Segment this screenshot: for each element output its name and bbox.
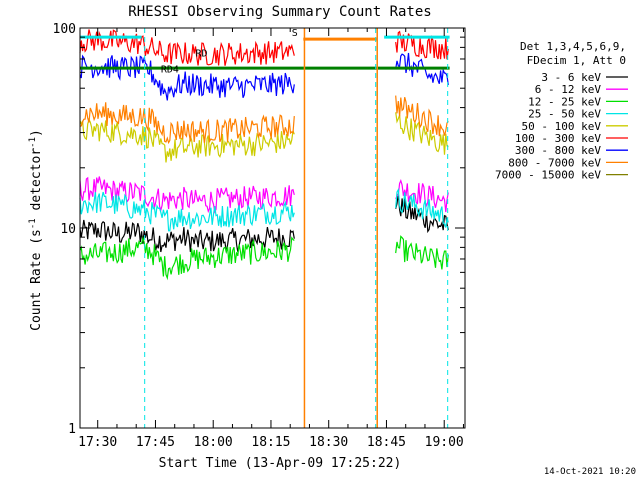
x-tick-label: 18:45 xyxy=(367,435,406,450)
series-line xyxy=(395,187,449,228)
footer-date: 14-Oct-2021 10:20 xyxy=(544,467,636,477)
series-line xyxy=(79,235,295,281)
x-tick-label: 17:45 xyxy=(136,435,175,450)
annotation-label: RD4 xyxy=(161,64,179,75)
series-line xyxy=(79,29,295,66)
x-tick-label: 18:15 xyxy=(251,435,290,450)
chart-title: RHESSI Observing Summary Count Rates xyxy=(128,4,431,20)
plot-frame xyxy=(79,27,466,429)
y-axis-label: Count Rate (s-1 detector-1) xyxy=(28,129,44,331)
x-tick-label: 18:30 xyxy=(309,435,348,450)
series-line xyxy=(79,219,295,253)
legend-entry-label: 12 - 25 keV xyxy=(528,95,601,108)
x-axis-label: Start Time (13-Apr-09 17:25:22) xyxy=(159,456,402,471)
legend-title: FDecim 1, Att 0 xyxy=(527,54,626,67)
series-line xyxy=(395,95,449,137)
legend-entry-label: 800 - 7000 keV xyxy=(508,156,601,169)
series-line xyxy=(395,178,449,213)
series-line xyxy=(395,112,449,155)
legend-entry-label: 25 - 50 keV xyxy=(528,108,601,121)
y-tick-label: 100 xyxy=(53,22,76,37)
legend-entry-label: 3 - 6 keV xyxy=(541,71,601,84)
legend: Det 1,3,4,5,6,9,FDecim 1, Att 0 3 - 6 keV… xyxy=(495,40,628,182)
y-tick-label: 1 xyxy=(68,422,76,437)
x-axis: 17:30 17:45 18:00 18:15 18:30 18:45 19:00 xyxy=(78,28,464,450)
legend-entry-label: 100 - 300 keV xyxy=(515,132,601,145)
series-line xyxy=(395,235,449,270)
series-line xyxy=(79,54,295,101)
series-line xyxy=(79,191,295,232)
series-line xyxy=(79,102,295,145)
legend-entry-label: 300 - 800 keV xyxy=(515,144,601,157)
series-line xyxy=(395,52,449,86)
series-line xyxy=(395,30,449,60)
legend-entry-label: 7000 - 15000 keV xyxy=(495,169,601,182)
legend-title: Det 1,3,4,5,6,9, xyxy=(520,40,626,53)
legend-entry-label: 6 - 12 keV xyxy=(535,83,602,96)
x-tick-label: 19:00 xyxy=(425,435,464,450)
x-tick-label: 17:30 xyxy=(78,435,117,450)
legend-entry-label: 50 - 100 keV xyxy=(522,120,602,133)
annotation-label: RD xyxy=(196,49,208,60)
y-tick-label: 10 xyxy=(60,222,76,237)
annotation-label: S xyxy=(292,28,298,39)
y-axis: 1 10 100 xyxy=(53,22,465,437)
x-tick-label: 18:00 xyxy=(194,435,233,450)
plot-area: RD4 RD S xyxy=(79,28,450,428)
